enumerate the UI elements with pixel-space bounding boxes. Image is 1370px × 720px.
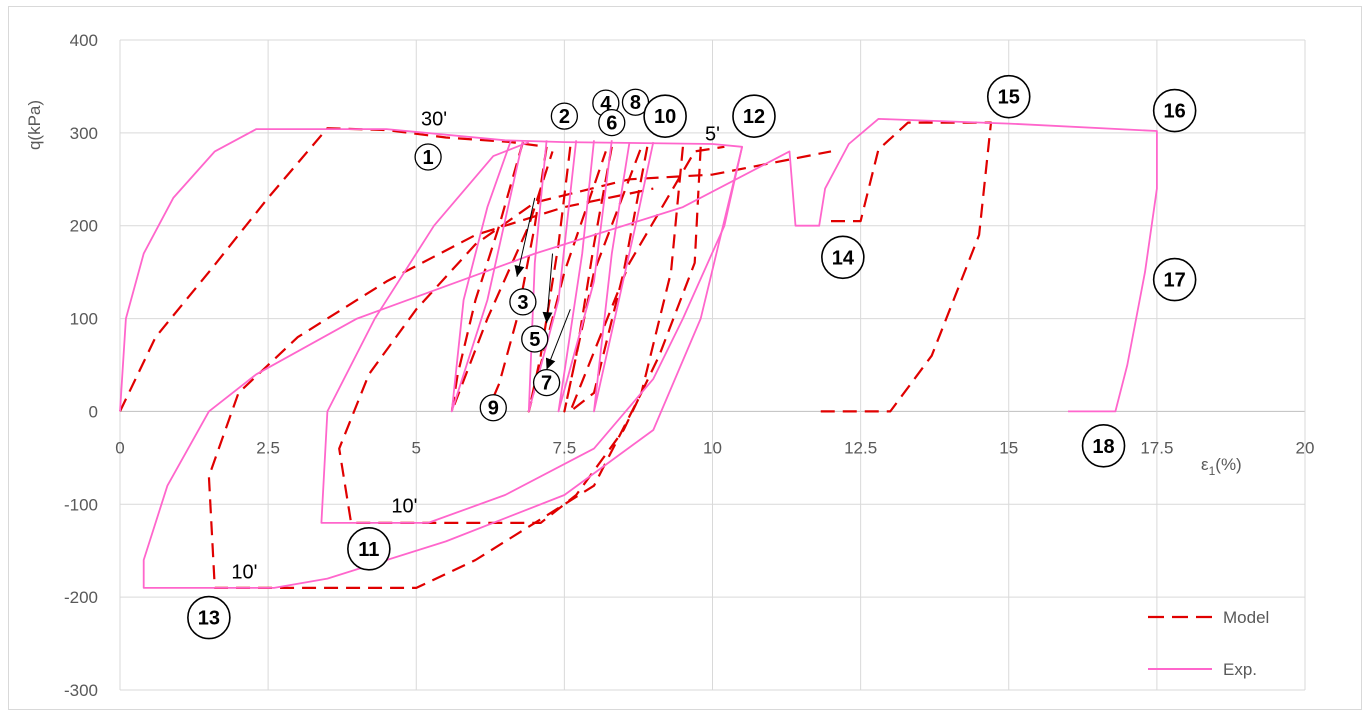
marker-label: 17 <box>1164 270 1186 292</box>
marker-circle <box>1152 257 1197 302</box>
legend-model-label: Model <box>1223 608 1269 627</box>
marker-11: 11 <box>347 527 391 571</box>
marker-circle <box>414 143 442 171</box>
x-axis-label: ε1(%) <box>1201 455 1242 478</box>
x-tick-label: 0 <box>115 438 124 457</box>
marker-circle <box>347 527 391 571</box>
marker-circle <box>598 108 626 137</box>
x-tick-label: 17.5 <box>1140 438 1173 457</box>
annotation-label: 5' <box>705 123 720 145</box>
arrow-head <box>542 311 553 324</box>
marker-14: 14 <box>821 235 865 280</box>
marker-10: 10 <box>643 94 687 138</box>
series-exp-line <box>450 140 524 413</box>
series-model-line <box>450 141 554 413</box>
marker-9: 9 <box>479 394 507 422</box>
arrow-layer <box>514 197 571 370</box>
arrow-head <box>545 357 556 370</box>
x-tick-label: 7.5 <box>553 438 577 457</box>
marker-15: 15 <box>986 74 1031 119</box>
legend-exp-label: Exp. <box>1223 660 1257 679</box>
marker-16: 16 <box>1152 88 1197 133</box>
x-tick-label: 10 <box>703 438 722 457</box>
y-axis-label: q(kPa) <box>25 100 44 150</box>
series-model-line <box>486 146 548 412</box>
x-tick-label: 5 <box>412 438 421 457</box>
series-exp-line <box>119 128 743 524</box>
series-exp-line <box>557 140 613 413</box>
y-tick-label: -100 <box>64 495 98 514</box>
y-tick-label: 100 <box>70 310 98 329</box>
marker-circle <box>1152 88 1197 133</box>
annotation-label: 10' <box>231 562 257 584</box>
marker-label: 18 <box>1092 436 1114 458</box>
marker-label: 9 <box>488 398 499 420</box>
marker-13: 13 <box>187 595 231 640</box>
x-tick-label: 2.5 <box>256 438 280 457</box>
series-exp-line <box>593 141 655 413</box>
marker-label: 7 <box>541 373 552 395</box>
marker-circle <box>821 235 865 280</box>
marker-2: 2 <box>550 102 579 130</box>
marker-18: 18 <box>1081 423 1126 468</box>
marker-label: 2 <box>559 106 570 128</box>
y-tick-label: 0 <box>89 402 98 421</box>
y-tick-label: 400 <box>70 31 98 50</box>
marker-label: 13 <box>198 608 220 630</box>
marker-label: 15 <box>998 87 1020 109</box>
series-model-line <box>563 146 643 413</box>
marker-6: 6 <box>598 108 626 137</box>
marker-circle <box>732 94 776 138</box>
marker-label: 1 <box>423 147 434 169</box>
y-tick-label: 300 <box>70 124 98 143</box>
marker-3: 3 <box>509 288 537 316</box>
marker-label: 14 <box>832 247 855 269</box>
y-tick-label: -200 <box>64 588 98 607</box>
tick-labels: -300 -200 -100 0 100 200 300 400 0 2.5 5 7.5 10 12.5 1… <box>64 31 1314 700</box>
marker-circle <box>1081 423 1126 468</box>
y-tick-label: 200 <box>70 217 98 236</box>
arrow-line <box>516 197 536 277</box>
series-model-line <box>338 146 832 524</box>
y-tick-label: -300 <box>64 681 98 700</box>
marker-label: 10 <box>654 106 676 128</box>
marker-label: 12 <box>743 106 765 128</box>
marker-1: 1 <box>414 143 442 171</box>
marker-circle <box>643 94 687 138</box>
series-model-line <box>119 127 547 412</box>
marker-12: 12 <box>732 94 776 138</box>
series-layer <box>119 118 1158 589</box>
annotation-label: 30' <box>421 108 447 130</box>
marker-circle <box>532 368 561 397</box>
marker-label: 3 <box>517 292 528 314</box>
marker-circle <box>509 288 537 316</box>
x-tick-label: 15 <box>999 438 1018 457</box>
annotation-layer: 30' 5' 10' 10' <box>231 108 720 583</box>
marker-circle <box>521 325 549 353</box>
marker-label: 8 <box>630 92 641 114</box>
marker-circle <box>550 102 579 130</box>
marker-label: 5 <box>529 329 540 351</box>
marker-17: 17 <box>1152 257 1197 302</box>
marker-label: 16 <box>1164 101 1186 123</box>
marker-circle <box>479 394 507 422</box>
marker-7: 7 <box>532 368 561 397</box>
marker-circle <box>986 74 1031 119</box>
marker-5: 5 <box>521 325 549 353</box>
arrow-line <box>546 253 554 324</box>
marker-circle <box>187 595 231 640</box>
legend: Model Exp. <box>1148 608 1269 679</box>
series-exp-line <box>527 140 578 413</box>
x-tick-label: 20 <box>1296 438 1315 457</box>
marker-label: 11 <box>358 539 379 561</box>
arrow-head <box>514 264 525 277</box>
marker-label: 6 <box>606 113 617 135</box>
x-tick-label: 12.5 <box>844 438 877 457</box>
annotation-label: 10' <box>391 496 417 518</box>
